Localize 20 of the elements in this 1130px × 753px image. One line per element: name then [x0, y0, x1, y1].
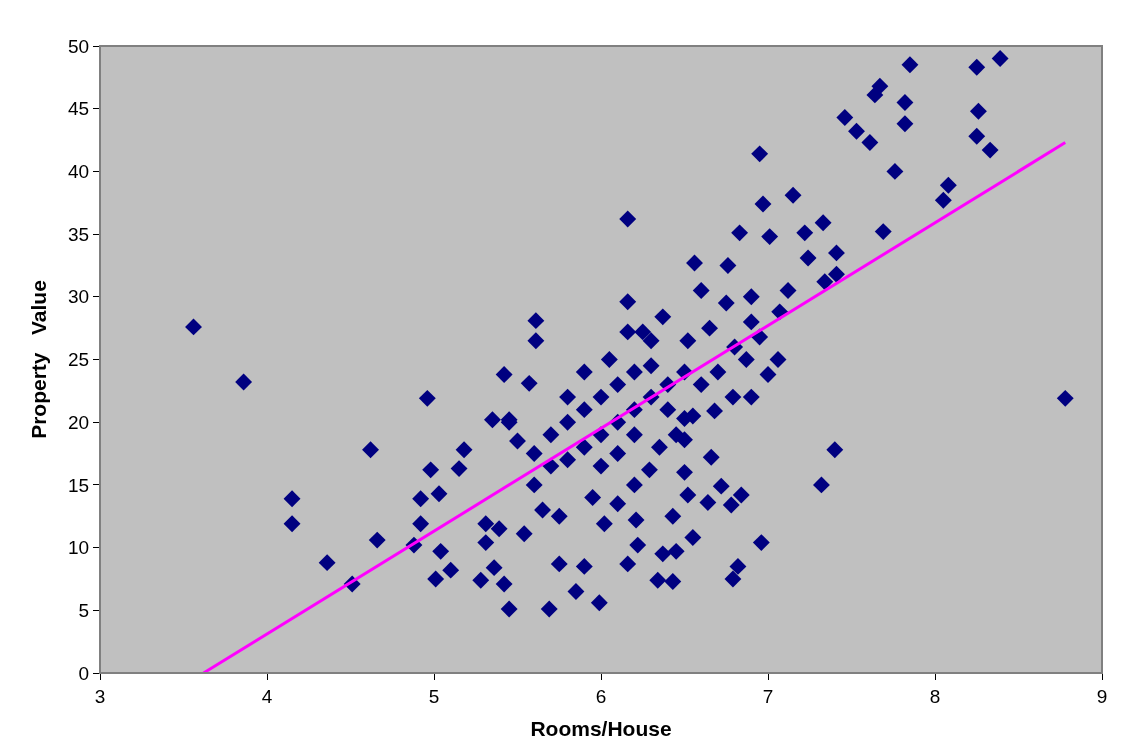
y-tick-label: 45	[68, 98, 90, 120]
y-tick-label: 15	[68, 474, 90, 496]
x-tick-label: 9	[1096, 685, 1108, 707]
y-tick-label: 0	[78, 662, 90, 684]
y-tick-label: 10	[68, 537, 90, 559]
x-tick-label: 6	[595, 685, 607, 707]
x-tick-label: 7	[762, 685, 774, 707]
y-tick-label: 5	[78, 599, 90, 621]
x-tick-label: 8	[929, 685, 941, 707]
y-tick-label: 35	[68, 223, 90, 245]
x-tick-label: 3	[94, 685, 106, 707]
x-axis-title: Rooms/House	[530, 717, 672, 740]
y-tick-label: 30	[68, 286, 90, 308]
x-tick-label: 4	[261, 685, 273, 707]
y-tick-label: 40	[68, 161, 90, 183]
y-tick-label: 20	[68, 411, 90, 433]
y-axis-title: Property Value	[27, 280, 51, 439]
y-tick-label: 50	[68, 35, 90, 57]
x-tick-label: 5	[428, 685, 440, 707]
y-tick-label: 25	[68, 349, 90, 371]
